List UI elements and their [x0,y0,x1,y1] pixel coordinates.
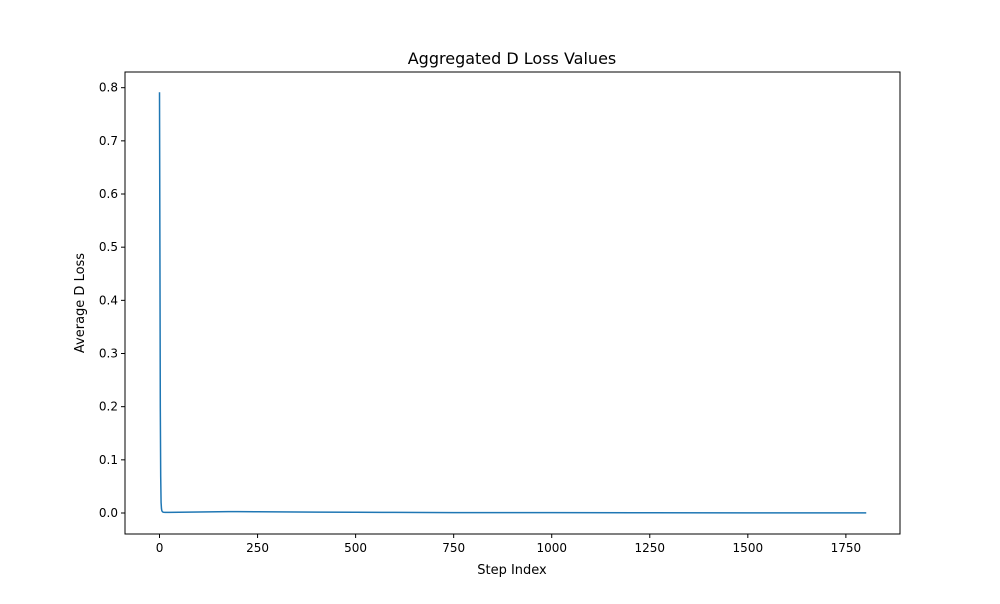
y-tick-label: 0.5 [99,240,118,254]
y-axis-label: Average D Loss [73,253,88,353]
chart-title: Aggregated D Loss Values [408,49,617,68]
x-axis-label: Step Index [477,563,547,578]
x-tick-label: 250 [246,541,269,555]
x-tick-label: 1000 [536,541,567,555]
y-tick-label: 0.8 [99,81,118,95]
y-tick-label: 0.2 [99,400,118,414]
y-tick-label: 0.1 [99,453,118,467]
y-tick-label: 0.4 [99,293,118,307]
plot-frame [124,71,901,535]
series-line-0 [158,92,867,514]
y-tick-label: 0.3 [99,347,118,361]
x-tick-label: 1750 [831,541,862,555]
y-tick-label: 0.0 [99,506,118,520]
x-tick-label: 1500 [733,541,764,555]
y-tick-label: 0.7 [99,134,118,148]
y-axis: 0.0 0.1 0.2 0.3 0.4 0.5 0.6 0.7 0.8 [99,81,125,520]
x-tick-label: 500 [344,541,367,555]
plot-area [158,92,867,514]
x-tick-label: 1250 [634,541,665,555]
x-axis: 0 250 500 750 1000 1250 1500 1750 [156,534,861,555]
x-tick-label: 750 [442,541,465,555]
y-tick-label: 0.6 [99,187,118,201]
x-tick-label: 0 [156,541,164,555]
